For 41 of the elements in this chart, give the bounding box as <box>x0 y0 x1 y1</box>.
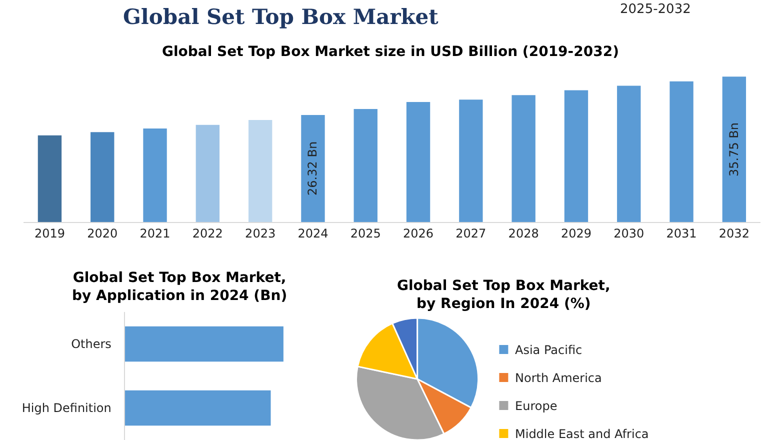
bar <box>196 124 220 222</box>
x-tick-label: 2024 <box>298 226 328 240</box>
x-tick-label: 2022 <box>192 226 223 240</box>
bar <box>406 102 430 222</box>
bar <box>301 114 325 222</box>
y-tick-label: High Definition <box>22 401 112 416</box>
text: 2025-2032 <box>620 2 691 17</box>
bar <box>143 128 167 222</box>
bar <box>512 95 536 222</box>
x-tick-label: 2030 <box>614 226 644 240</box>
x-tick-label: 2029 <box>560 226 592 240</box>
data-label: 26.32 Bn <box>305 141 320 196</box>
bar <box>722 76 746 222</box>
chart-title: Global Set Top Box Market, by Region In 2024 (%) <box>397 278 610 312</box>
bar <box>248 120 272 222</box>
data-label: 35.75 Bn <box>726 122 741 176</box>
x-tick-label: 2027 <box>456 226 486 240</box>
x-tick-label: 2032 <box>718 226 750 240</box>
x-tick-label: 2025 <box>350 226 381 240</box>
bar <box>38 135 62 222</box>
x-tick-label: 2021 <box>140 226 170 240</box>
x-tick-label: 2023 <box>245 226 276 240</box>
bar <box>617 86 641 222</box>
chart-title: Global Set Top Box Market, by Application in 2024 (Bn) <box>72 270 288 304</box>
x-tick-label: 2026 <box>402 226 434 240</box>
bar <box>670 81 694 222</box>
x-tick-label: 2031 <box>666 226 697 240</box>
x-tick-label: 2019 <box>34 226 65 240</box>
legend-label: North America <box>515 371 602 385</box>
legend-label: Asia Pacific <box>515 343 582 357</box>
x-tick-label: 2020 <box>87 226 118 240</box>
x-tick-label: 2028 <box>508 226 539 240</box>
text: Global Set Top Box Market <box>123 4 439 29</box>
legend-label: Europe <box>515 399 558 413</box>
y-tick-label: Others <box>71 337 112 352</box>
legend-label: Middle East and Africa <box>515 427 649 440</box>
bar <box>459 100 483 222</box>
bar <box>90 132 114 222</box>
chart-title: Global Set Top Box Market size in USD Billion (2019-2032) <box>162 44 619 60</box>
bar <box>564 90 588 222</box>
bar <box>354 108 378 222</box>
